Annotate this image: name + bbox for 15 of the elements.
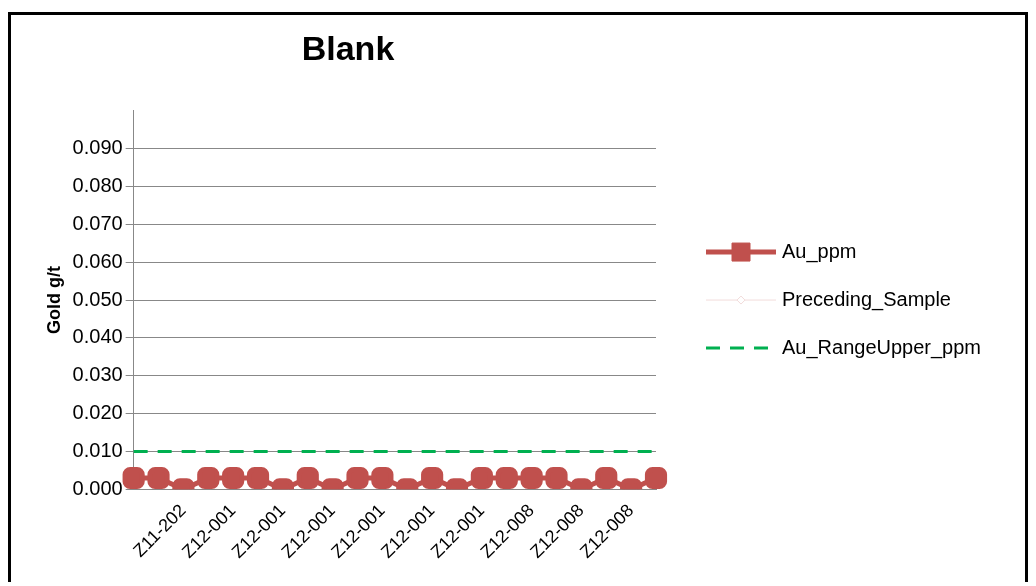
y-axis-title: Gold g/t (43, 266, 64, 335)
y-tick-label: 0.030 (72, 363, 123, 386)
y-tick-label: 0.060 (72, 249, 123, 272)
y-tick-label: 0.020 (72, 401, 123, 424)
chart-title: Blank (301, 28, 395, 67)
y-tick-label: 0.010 (72, 438, 123, 461)
legend-label: Preceding_Sample (782, 287, 951, 311)
y-tick-label: 0.050 (72, 287, 123, 310)
y-tick-label: 0.070 (72, 211, 123, 234)
y-tick-label: 0.080 (72, 174, 123, 197)
legend-label: Au_ppm (782, 239, 857, 263)
y-tick-label: 0.090 (72, 136, 123, 159)
y-tick-label: 0.040 (72, 325, 123, 348)
legend-label: Au_RangeUpper_ppm (782, 335, 982, 359)
y-tick-label: 0.000 (72, 476, 123, 499)
